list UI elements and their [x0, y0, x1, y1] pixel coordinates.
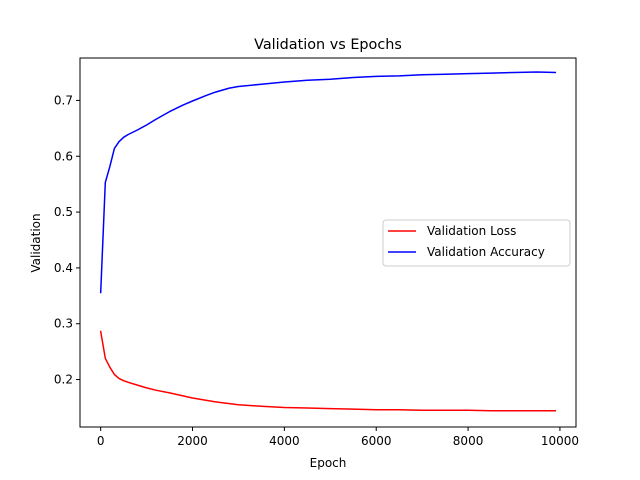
- series-line-0: [99, 330, 557, 412]
- series-line-1: [99, 71, 557, 294]
- plot-area: [79, 57, 577, 428]
- x-tick-label: 0: [97, 434, 105, 448]
- legend-frame: [382, 219, 571, 267]
- legend: Validation Loss Validation Accuracy: [382, 219, 571, 267]
- y-axis-label: Validation: [29, 213, 43, 272]
- series-layer: [99, 71, 557, 412]
- y-tick-label: 0.7: [54, 93, 73, 107]
- x-tick-label: 8000: [453, 434, 484, 448]
- x-tick-label: 6000: [361, 434, 392, 448]
- y-tick-label: 0.6: [54, 149, 73, 163]
- x-tick-label: 2000: [177, 434, 208, 448]
- y-tick-label: 0.3: [54, 317, 73, 331]
- x-tick-label: 10000: [541, 434, 579, 448]
- x-axis-label: Epoch: [310, 456, 347, 470]
- plot-frame: [79, 57, 577, 428]
- y-tick-label: 0.5: [54, 205, 73, 219]
- y-tick-label: 0.2: [54, 373, 73, 387]
- legend-label: Validation Loss: [427, 224, 516, 238]
- y-axis: 0.2 0.3 0.4 0.5 0.6 0.7: [54, 93, 80, 387]
- x-axis: 0 2000 4000 6000 8000 10000: [97, 427, 579, 448]
- chart-title: Validation vs Epochs: [254, 37, 402, 53]
- x-tick-label: 4000: [269, 434, 300, 448]
- y-tick-label: 0.4: [54, 261, 73, 275]
- legend-label: Validation Accuracy: [427, 245, 545, 259]
